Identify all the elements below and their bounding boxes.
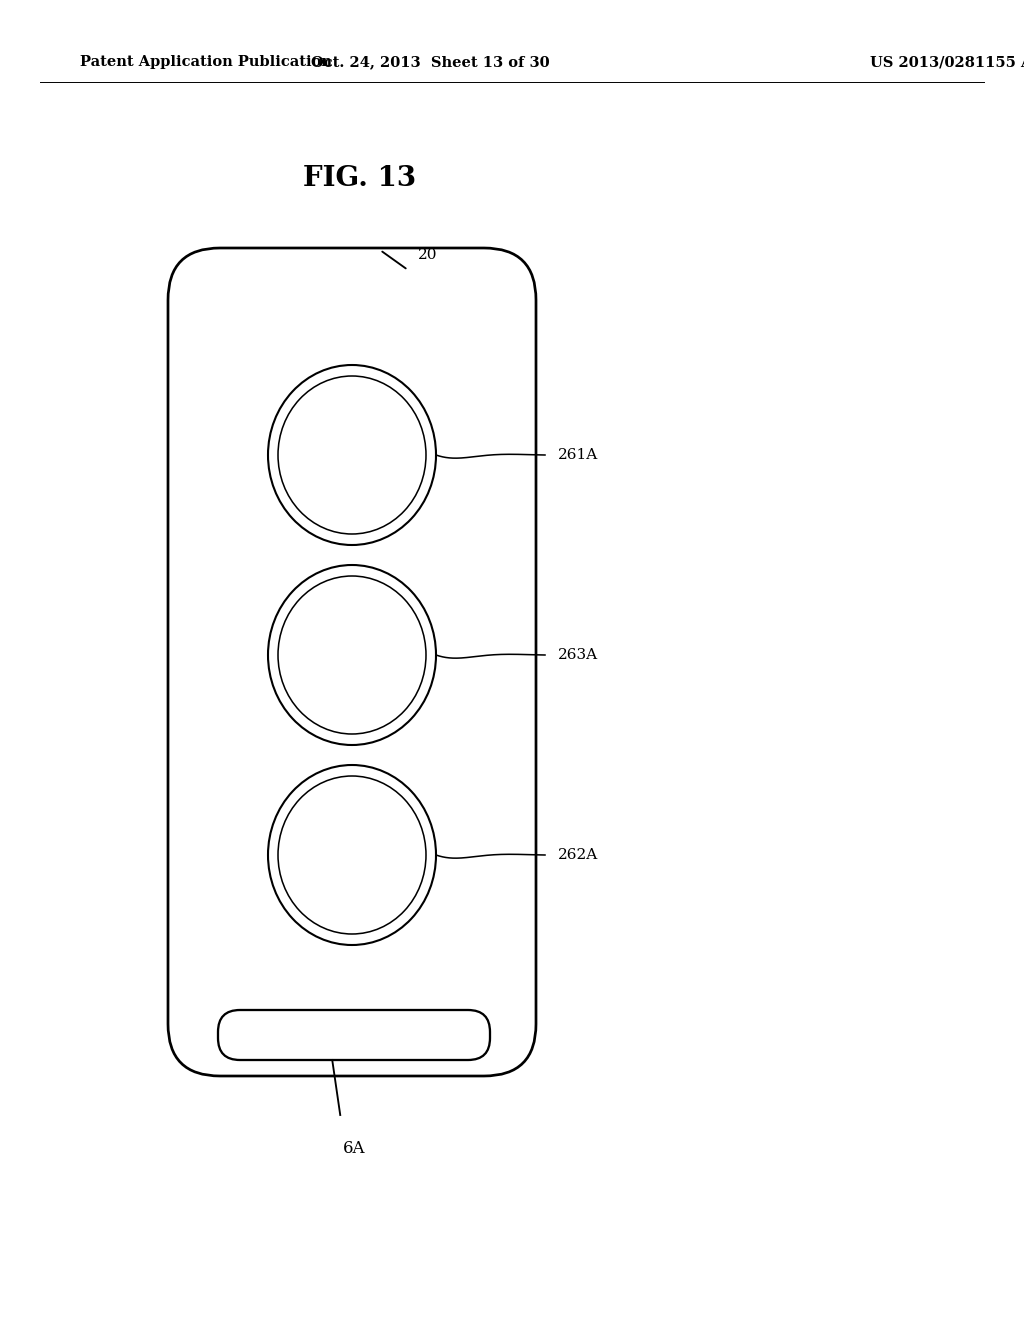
FancyBboxPatch shape bbox=[168, 248, 536, 1076]
Ellipse shape bbox=[278, 776, 426, 935]
Text: 20: 20 bbox=[418, 248, 437, 261]
Ellipse shape bbox=[268, 766, 436, 945]
Ellipse shape bbox=[268, 366, 436, 545]
Text: 263A: 263A bbox=[558, 648, 598, 663]
Ellipse shape bbox=[278, 576, 426, 734]
Ellipse shape bbox=[268, 565, 436, 744]
FancyBboxPatch shape bbox=[218, 1010, 490, 1060]
Text: 6A: 6A bbox=[343, 1140, 366, 1158]
Text: US 2013/0281155 A1: US 2013/0281155 A1 bbox=[870, 55, 1024, 69]
Text: 262A: 262A bbox=[558, 847, 598, 862]
Text: Oct. 24, 2013  Sheet 13 of 30: Oct. 24, 2013 Sheet 13 of 30 bbox=[310, 55, 549, 69]
Ellipse shape bbox=[278, 376, 426, 535]
Text: 261A: 261A bbox=[558, 447, 598, 462]
Text: Patent Application Publication: Patent Application Publication bbox=[80, 55, 332, 69]
Text: FIG. 13: FIG. 13 bbox=[303, 165, 417, 191]
